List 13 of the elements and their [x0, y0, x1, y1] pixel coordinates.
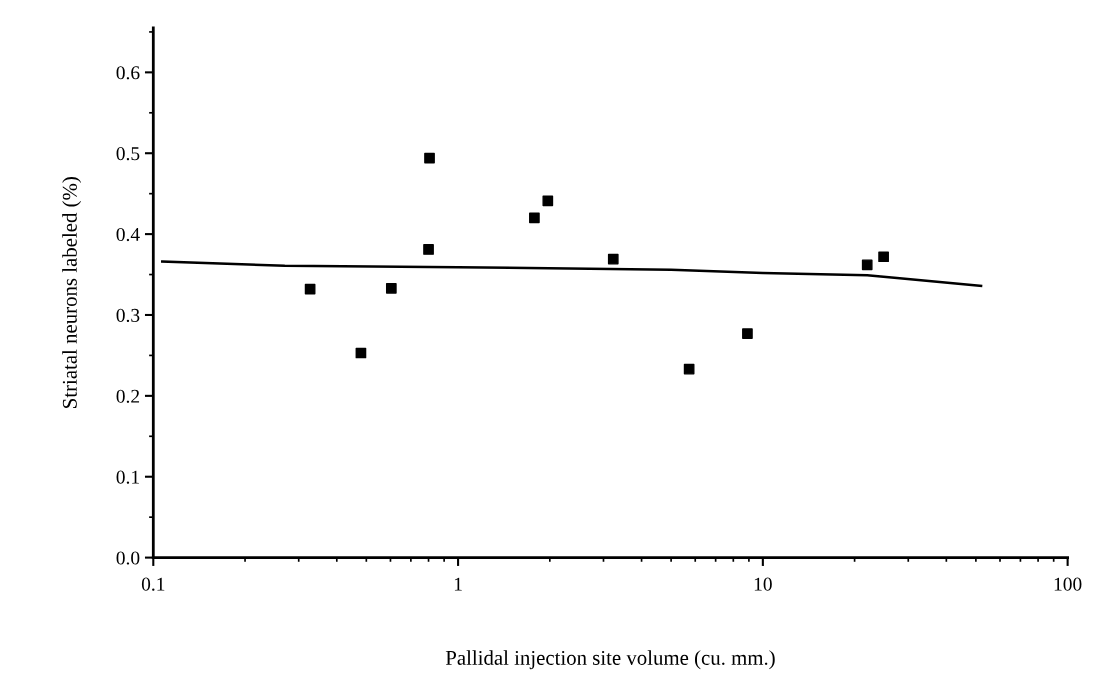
y-tick-label: 0.6 [116, 66, 140, 80]
x-tick-label: 0.1 [141, 577, 165, 591]
y-tick-label: 0.5 [116, 147, 140, 161]
y-tick-label: 0.2 [116, 389, 140, 403]
x-axis-title: Pallidal injection site volume (cu. mm.) [445, 650, 775, 670]
y-axis-title: Striatal neurons labeled (%) [62, 177, 82, 408]
y-tick-label: 0.3 [116, 308, 140, 322]
x-tick-label: 100 [1054, 577, 1082, 591]
y-tick-label: 0.1 [116, 470, 139, 484]
y-tick-label: 0.0 [116, 551, 140, 565]
x-tick-label: 1 [454, 577, 462, 591]
y-tick-label: 0.4 [116, 227, 140, 242]
x-tick-label: 10 [754, 577, 772, 591]
